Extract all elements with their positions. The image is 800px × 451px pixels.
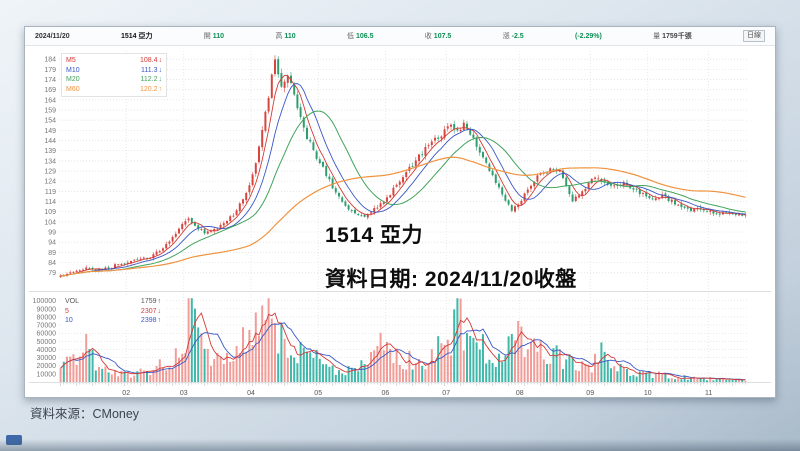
vol-ma5-direction-icon: ↓ <box>157 307 162 315</box>
ma10-value: 111.3↓ <box>141 66 163 74</box>
ma5-value: 108.4↓ <box>139 57 163 64</box>
ma20-legend-row: M20 112.2↓ <box>66 75 162 85</box>
vol-ma5-name: 5 <box>65 307 69 315</box>
ma-legend: M5 108.4↓ M10 111.3↓ M20 112.2↓ M60 120.2↑ <box>61 53 167 97</box>
frame-bottom-shadow <box>0 439 800 451</box>
data-source-label: 資料來源：CMoney <box>30 407 140 421</box>
vol-ma10-name: 10 <box>65 317 73 324</box>
vol-ma10-value: 2398↑ <box>140 317 162 324</box>
annotation-subtitle: 資料日期: 2024/11/20收盤 <box>325 268 577 291</box>
vol-legend-row: VOL 1759↑ <box>65 297 161 307</box>
quote-change-pct: (-2.29%) <box>574 32 602 40</box>
annotation-title: 1514 亞力 <box>325 224 424 247</box>
ma10-direction-icon: ↓ <box>158 66 163 74</box>
ma20-direction-icon: ↓ <box>158 76 163 83</box>
vol-ma10-legend-row: 10 2398↑ <box>65 316 161 326</box>
ma10-legend-row: M10 111.3↓ <box>66 66 162 76</box>
corner-accent <box>6 435 22 445</box>
quote-header: 2024/11/20 1514 亞力 開 110 高 110 低 106.5 收 107… <box>25 27 775 46</box>
quote-low: 低 106.5 <box>346 33 374 40</box>
ma5-legend-row: M5 108.4↓ <box>66 56 162 66</box>
vol-direction-icon: ↑ <box>157 298 162 305</box>
ma60-value: 120.2↑ <box>139 85 163 93</box>
annotation-overlay: 1514 亞力 資料日期: 2024/11/20收盤 <box>325 219 577 293</box>
vol-ma5-legend-row: 5 2307↓ <box>65 307 161 317</box>
vol-ma10-direction-icon: ↑ <box>157 317 162 324</box>
volume-legend: VOL 1759↑ 5 2307↓ 10 2398↑ <box>61 295 165 328</box>
quote-open: 開 110 <box>203 33 225 40</box>
vol-name: VOL <box>65 298 80 305</box>
quote-close: 收 107.5 <box>424 33 452 40</box>
ma10-name: M10 <box>66 66 80 74</box>
quote-symbol: 1514 亞力 <box>120 33 153 40</box>
quote-volume: 量 1759千張 <box>653 33 692 40</box>
ma20-name: M20 <box>66 76 80 83</box>
chart-panel: 2024/11/20 1514 亞力 開 110 高 110 低 106.5 收 107… <box>24 26 776 398</box>
vol-value: 1759↑ <box>140 298 162 305</box>
ma60-direction-icon: ↑ <box>158 85 163 93</box>
quote-change: 漲 -2.5 <box>502 33 524 40</box>
period-selector[interactable]: 日線 <box>743 30 765 42</box>
vol-ma5-value: 2307↓ <box>140 307 162 315</box>
ma60-legend-row: M60 120.2↑ <box>66 85 162 95</box>
ma5-direction-icon: ↓ <box>158 57 163 64</box>
ma5-name: M5 <box>66 57 76 64</box>
quote-high: 高 110 <box>275 33 296 40</box>
ma60-name: M60 <box>66 85 80 93</box>
ma20-value: 112.2↓ <box>140 76 163 83</box>
quote-date: 2024/11/20 <box>35 32 70 40</box>
